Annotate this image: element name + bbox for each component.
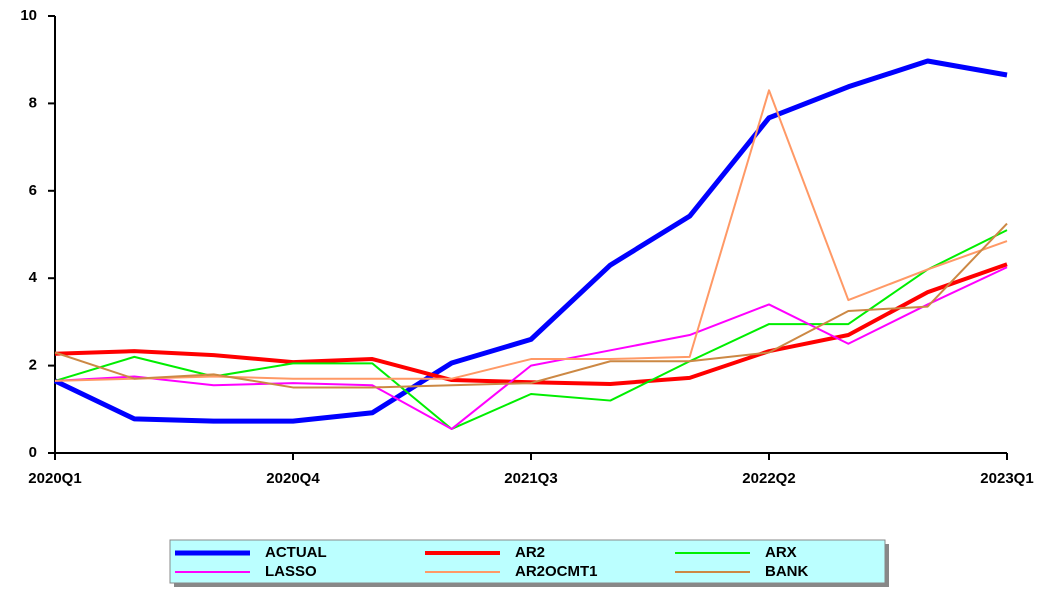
y-tick-label: 2 <box>29 357 37 374</box>
legend-label: AR2 <box>515 544 545 561</box>
legend-label: ACTUAL <box>265 544 327 561</box>
y-tick-label: 8 <box>29 94 37 111</box>
x-tick-label: 2022Q2 <box>742 470 795 487</box>
y-tick-label: 0 <box>29 444 37 461</box>
x-tick-label: 2020Q4 <box>266 470 320 487</box>
y-tick-label: 4 <box>29 269 38 286</box>
legend-label: LASSO <box>265 563 317 580</box>
x-tick-label: 2023Q1 <box>980 470 1033 487</box>
series-line <box>54 266 1008 430</box>
y-tick-label: 6 <box>29 182 37 199</box>
legend <box>169 539 886 584</box>
legend-label: ARX <box>765 544 797 561</box>
series-line <box>54 222 1008 389</box>
y-tick-label: 10 <box>20 7 37 24</box>
series-line <box>54 89 1008 382</box>
x-tick-label: 2021Q3 <box>504 470 557 487</box>
legend-label: BANK <box>765 563 808 580</box>
series-line <box>54 229 1008 430</box>
x-tick-label: 2020Q1 <box>28 470 81 487</box>
legend-label: AR2OCMT1 <box>515 563 598 580</box>
series-line <box>53 58 1008 424</box>
